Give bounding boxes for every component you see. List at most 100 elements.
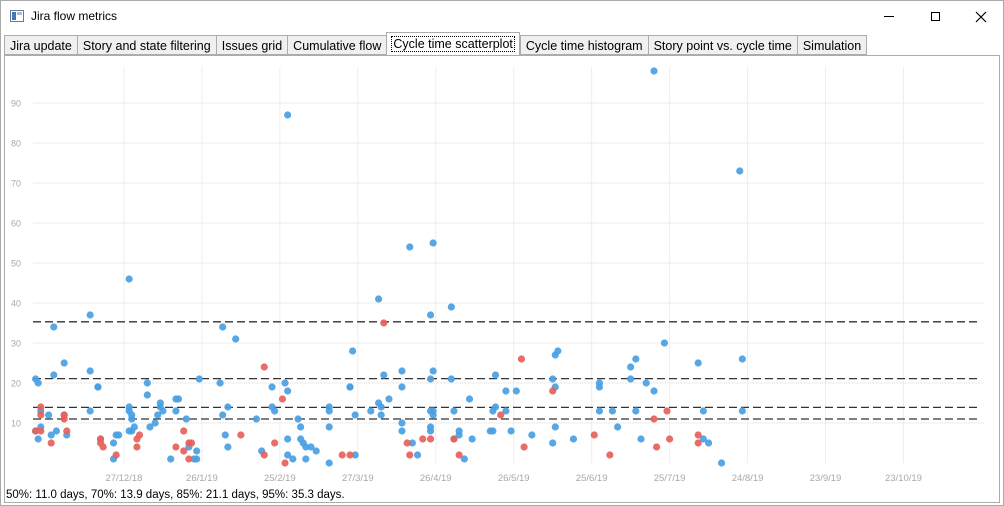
story-point	[297, 423, 305, 431]
tab-cycle-time-scatterplot[interactable]: Cycle time scatterplot	[386, 32, 520, 55]
story-point	[632, 355, 640, 363]
bug-point	[694, 431, 702, 439]
tab-label: Cycle time histogram	[525, 39, 643, 53]
tab-story-point-vs-cycle-time[interactable]: Story point vs. cycle time	[647, 35, 797, 55]
story-point	[182, 415, 190, 423]
story-point	[307, 443, 315, 451]
bug-point	[185, 455, 193, 463]
bug-point	[260, 451, 268, 459]
bug-point	[37, 411, 45, 419]
story-point	[284, 451, 292, 459]
bug-point	[606, 451, 614, 459]
tab-label: Simulation	[802, 39, 862, 53]
x-tick-label: 25/6/19	[576, 473, 608, 484]
tab-jira-update[interactable]: Jira update	[4, 35, 77, 55]
y-tick-label: 40	[11, 299, 21, 309]
story-point	[704, 439, 713, 447]
bug-point	[380, 319, 388, 327]
story-point	[224, 443, 232, 451]
tab-label: Cycle time scatterplot	[391, 36, 515, 52]
x-tick-label: 26/4/19	[420, 473, 452, 484]
story-point	[627, 375, 635, 383]
maximize-button[interactable]	[912, 1, 958, 32]
bug-point	[60, 415, 68, 423]
story-point	[595, 383, 604, 391]
story-point	[195, 375, 203, 383]
story-point	[284, 111, 292, 119]
bug-point	[419, 435, 427, 443]
bug-point	[455, 451, 463, 459]
story-point	[351, 411, 359, 419]
bug-point	[338, 451, 346, 459]
tab-simulation[interactable]: Simulation	[796, 35, 868, 55]
close-button[interactable]	[958, 1, 1004, 32]
story-point	[614, 423, 622, 431]
story-point	[302, 455, 310, 463]
bug-point	[520, 443, 528, 451]
story-point	[426, 311, 435, 319]
x-tick-label: 27/12/18	[105, 473, 142, 484]
story-point	[115, 431, 123, 439]
bug-point	[133, 443, 141, 451]
story-point	[374, 295, 383, 303]
bug-point	[187, 439, 196, 447]
story-point	[502, 387, 510, 395]
story-point	[374, 399, 383, 407]
y-tick-label: 70	[11, 179, 21, 189]
story-point	[398, 419, 406, 427]
story-point	[398, 383, 406, 391]
story-point	[398, 427, 406, 435]
title-bar[interactable]: Jira flow metrics	[1, 1, 1003, 32]
story-point	[637, 435, 645, 443]
story-point	[595, 407, 604, 415]
story-point	[627, 363, 635, 371]
story-point	[302, 443, 310, 451]
story-point	[468, 435, 476, 443]
bug-point	[281, 459, 289, 467]
story-point	[156, 399, 164, 407]
story-point	[34, 379, 42, 387]
story-point	[455, 427, 463, 435]
story-point	[551, 423, 559, 431]
story-point	[385, 395, 393, 403]
percentile-summary: 50%: 11.0 days, 70%: 13.9 days, 85%: 21.…	[6, 489, 345, 501]
tab-story-state-filtering[interactable]: Story and state filtering	[76, 35, 216, 55]
story-point	[86, 407, 94, 415]
story-point	[109, 439, 118, 447]
story-point	[429, 367, 437, 375]
minimize-button[interactable]	[866, 1, 912, 32]
story-point	[426, 375, 435, 383]
story-point	[447, 375, 455, 383]
story-point	[146, 423, 154, 431]
story-point	[367, 407, 375, 415]
story-point	[94, 383, 102, 391]
tab-label: Jira update	[10, 39, 72, 53]
story-point	[699, 435, 707, 443]
bug-point	[426, 435, 435, 443]
story-point	[325, 407, 333, 415]
chart-app-icon	[10, 10, 24, 22]
story-point	[268, 383, 276, 391]
y-tick-label: 60	[11, 219, 21, 229]
story-point	[167, 455, 175, 463]
bug-point	[450, 435, 458, 443]
bug-point	[346, 451, 354, 459]
x-tick-label: 24/8/19	[732, 473, 764, 484]
bug-point	[406, 451, 414, 459]
tab-cumulative-flow[interactable]: Cumulative flow	[287, 35, 387, 55]
y-tick-label: 90	[11, 99, 21, 109]
tab-cycle-time-histogram[interactable]: Cycle time histogram	[519, 35, 648, 55]
story-point	[50, 323, 58, 331]
tab-label: Cumulative flow	[293, 39, 382, 53]
story-point	[130, 423, 138, 431]
story-point	[491, 371, 500, 379]
tab-issues-grid[interactable]: Issues grid	[215, 35, 288, 55]
story-point	[312, 447, 320, 455]
story-point	[284, 435, 292, 443]
bug-point	[99, 443, 107, 451]
story-point	[289, 455, 297, 463]
bug-point	[260, 363, 268, 371]
story-point	[502, 407, 510, 415]
